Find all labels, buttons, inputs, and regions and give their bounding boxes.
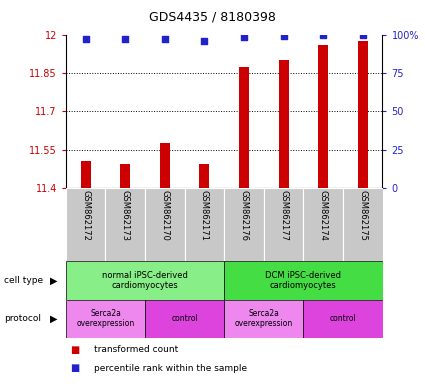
Bar (184, 188, 224, 261)
Bar (279, 60, 289, 188)
Bar (239, 66, 249, 188)
Text: control: control (329, 314, 356, 323)
Text: ■: ■ (70, 345, 79, 355)
Text: cell type: cell type (4, 276, 43, 285)
Text: GSM862171: GSM862171 (200, 190, 209, 241)
Text: transformed count: transformed count (94, 345, 178, 354)
Point (162, 36, 168, 42)
Text: Serca2a
overexpression: Serca2a overexpression (235, 309, 293, 328)
Text: GSM862177: GSM862177 (279, 190, 288, 242)
Bar (303, 300, 382, 338)
Text: protocol: protocol (4, 314, 41, 323)
Bar (224, 300, 303, 338)
Bar (145, 188, 184, 261)
Bar (343, 188, 382, 261)
Text: GSM862174: GSM862174 (319, 190, 328, 241)
Point (280, 33, 287, 39)
Text: ▶: ▶ (50, 275, 57, 285)
Text: GSM862176: GSM862176 (239, 190, 249, 242)
Bar (224, 188, 264, 261)
Text: control: control (171, 314, 198, 323)
Text: GSM862170: GSM862170 (160, 190, 169, 241)
Text: percentile rank within the sample: percentile rank within the sample (94, 364, 246, 373)
Point (320, 32, 326, 38)
Bar (160, 143, 170, 188)
Bar (66, 261, 224, 300)
Bar (145, 300, 224, 338)
Bar (199, 164, 210, 188)
Text: Serca2a
overexpression: Serca2a overexpression (76, 309, 135, 328)
Text: GSM862175: GSM862175 (358, 190, 367, 241)
Text: GDS4435 / 8180398: GDS4435 / 8180398 (149, 11, 276, 24)
Point (122, 36, 129, 42)
Bar (66, 188, 105, 261)
Bar (66, 300, 145, 338)
Bar (318, 45, 328, 188)
Point (241, 34, 247, 40)
Point (201, 38, 208, 44)
Bar (81, 161, 91, 188)
Bar (264, 188, 303, 261)
Point (82, 36, 89, 42)
Bar (105, 188, 145, 261)
Bar (303, 188, 343, 261)
Text: GSM862173: GSM862173 (121, 190, 130, 242)
Text: GSM862172: GSM862172 (81, 190, 90, 241)
Text: ■: ■ (70, 363, 79, 373)
Bar (224, 261, 382, 300)
Text: DCM iPSC-derived
cardiomyocytes: DCM iPSC-derived cardiomyocytes (265, 271, 341, 290)
Text: ▶: ▶ (50, 314, 57, 324)
Point (359, 31, 366, 38)
Text: normal iPSC-derived
cardiomyocytes: normal iPSC-derived cardiomyocytes (102, 271, 188, 290)
Bar (120, 164, 130, 188)
Bar (358, 41, 368, 188)
